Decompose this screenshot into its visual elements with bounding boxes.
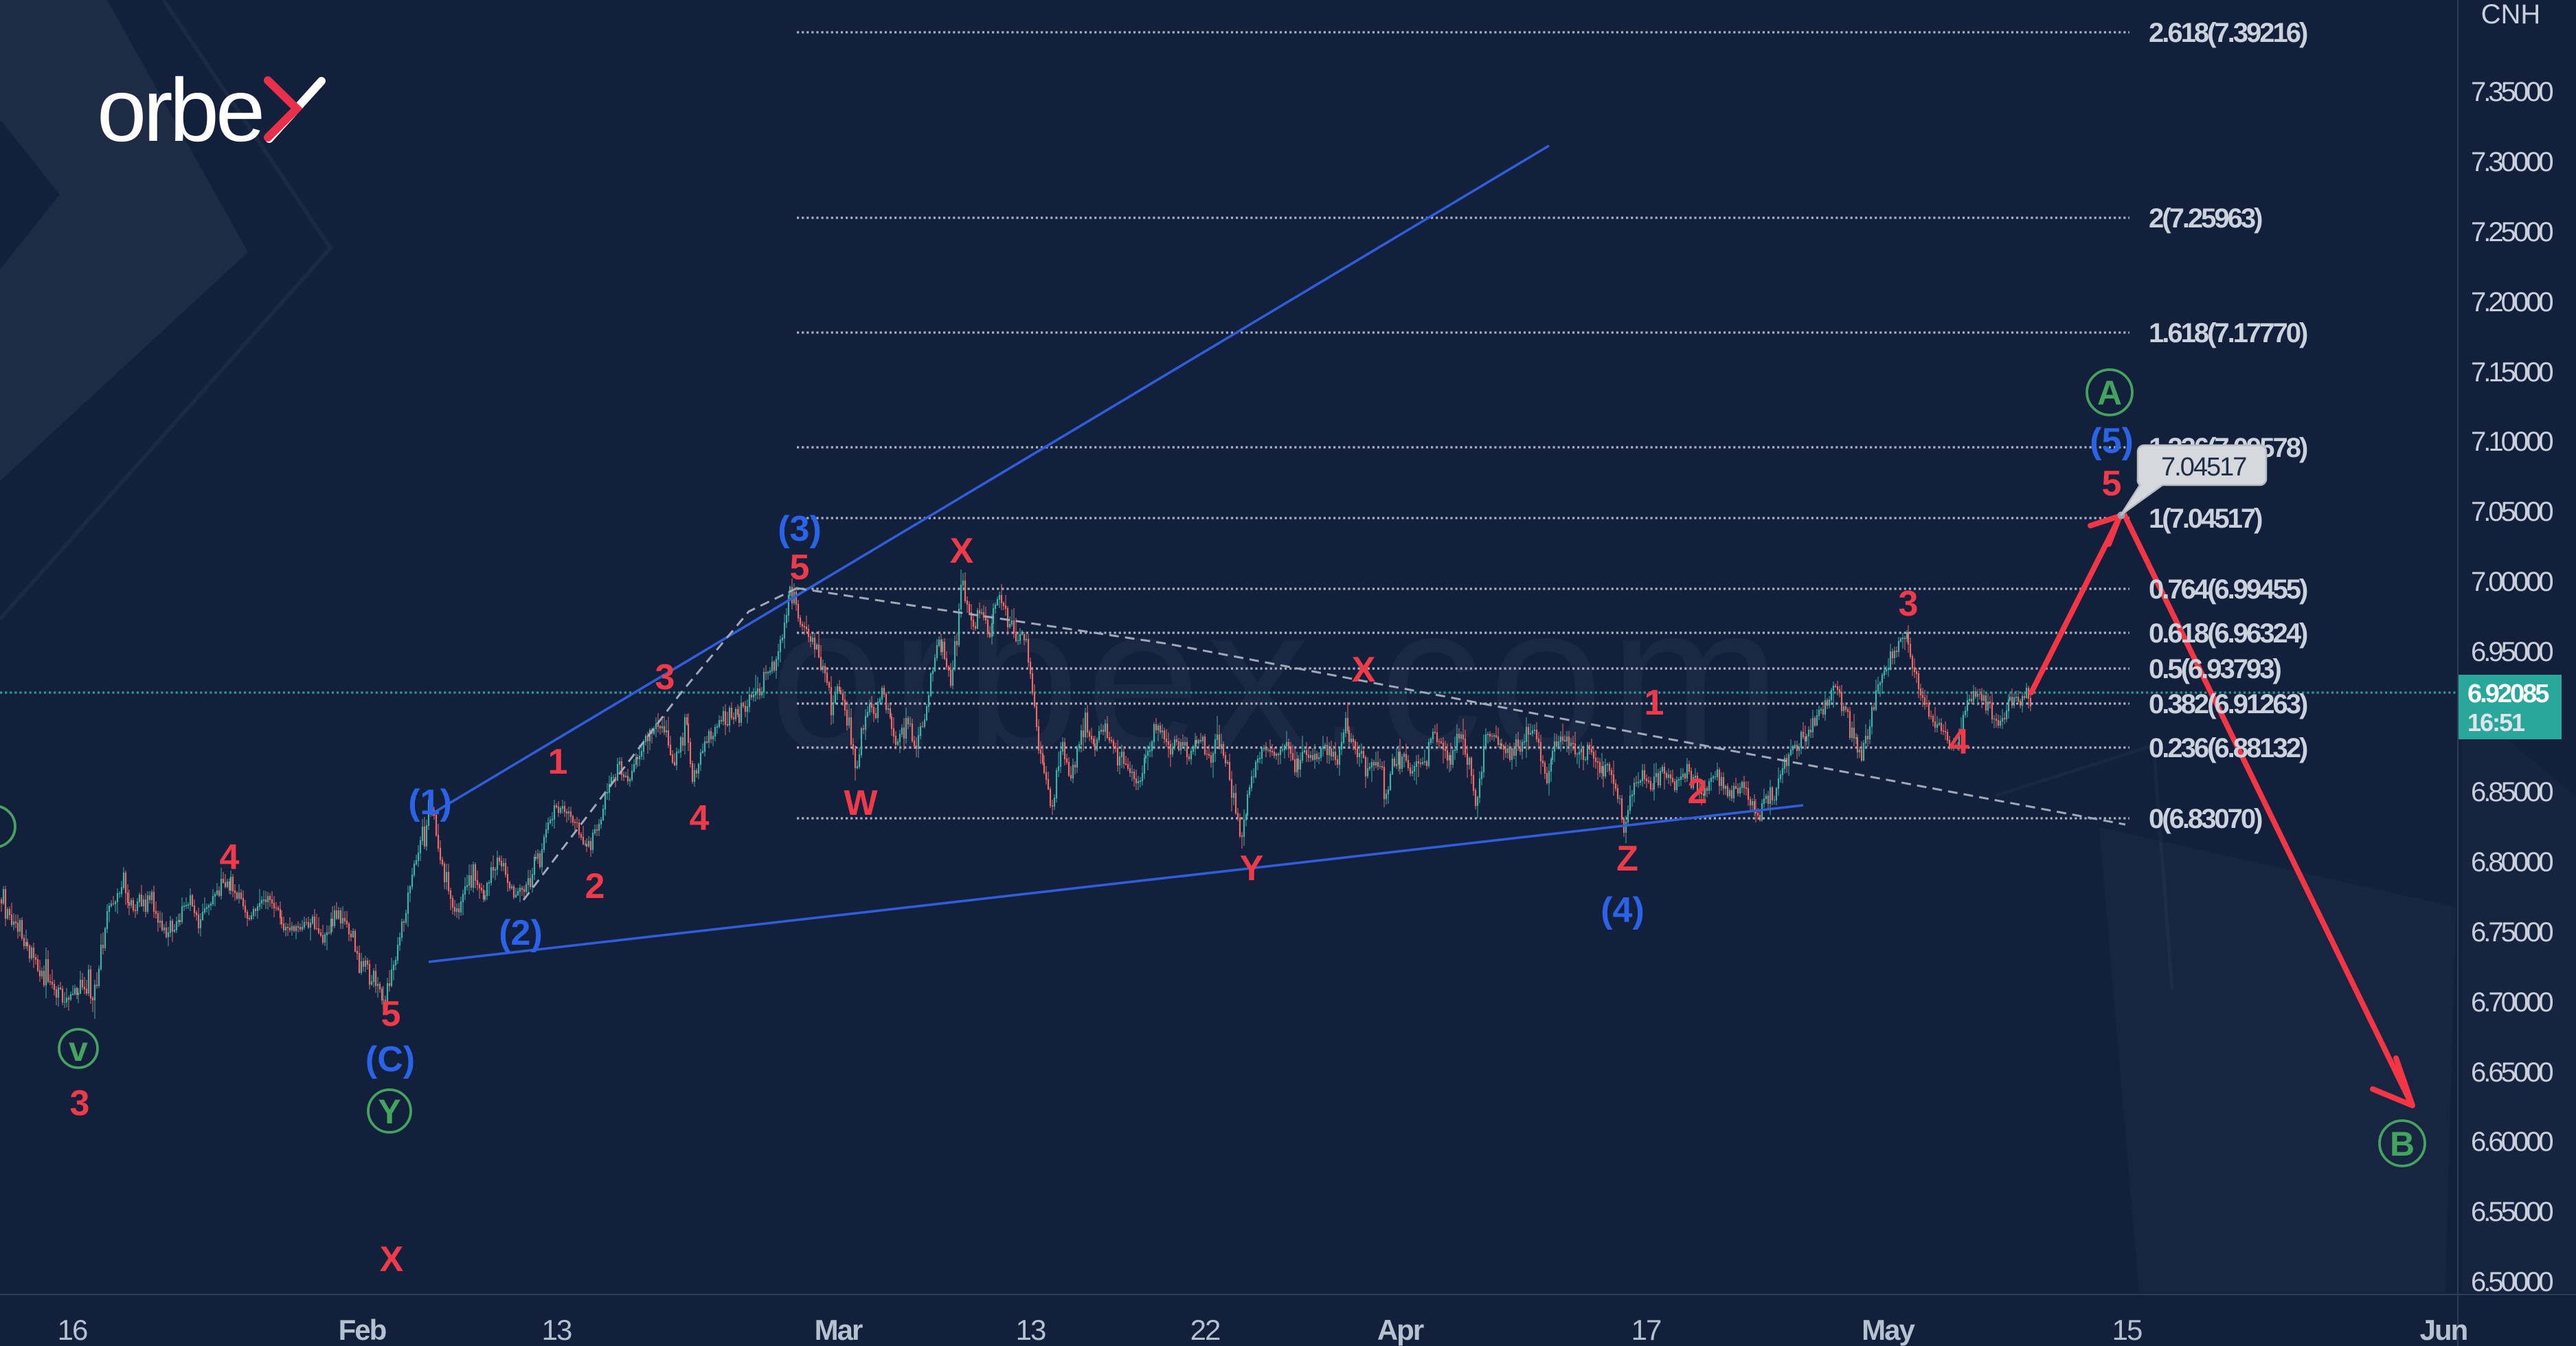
svg-text:0.5(6.93793): 0.5(6.93793) bbox=[2149, 654, 2281, 684]
svg-text:16:51: 16:51 bbox=[2467, 708, 2525, 737]
svg-text:1: 1 bbox=[1645, 683, 1664, 723]
svg-text:B: B bbox=[2390, 1125, 2415, 1163]
svg-text:7.20000: 7.20000 bbox=[2471, 287, 2553, 317]
svg-text:7.05000: 7.05000 bbox=[2471, 497, 2553, 527]
svg-text:1.618(7.17770): 1.618(7.17770) bbox=[2149, 318, 2307, 348]
svg-text:0.618(6.96324): 0.618(6.96324) bbox=[2149, 618, 2307, 649]
svg-text:7.15000: 7.15000 bbox=[2471, 357, 2553, 388]
svg-text:0.236(6.88132): 0.236(6.88132) bbox=[2149, 733, 2307, 763]
svg-text:3: 3 bbox=[1899, 584, 1919, 624]
svg-text:0(6.83070): 0(6.83070) bbox=[2149, 804, 2262, 834]
svg-text:Z: Z bbox=[1616, 839, 1638, 879]
svg-text:(4): (4) bbox=[1601, 890, 1645, 930]
svg-text:7.00000: 7.00000 bbox=[2471, 567, 2553, 597]
svg-text:1: 1 bbox=[548, 742, 568, 782]
svg-text:17: 17 bbox=[1631, 1314, 1661, 1346]
svg-text:2.618(7.39216): 2.618(7.39216) bbox=[2149, 18, 2307, 48]
svg-text:Y: Y bbox=[378, 1092, 400, 1131]
svg-text:May: May bbox=[1862, 1314, 1915, 1346]
svg-text:4: 4 bbox=[1950, 722, 1969, 762]
svg-text:(5): (5) bbox=[2090, 421, 2134, 461]
svg-text:13: 13 bbox=[1016, 1314, 1046, 1346]
svg-text:W: W bbox=[844, 783, 878, 823]
svg-text:15: 15 bbox=[2112, 1314, 2142, 1346]
svg-text:7.30000: 7.30000 bbox=[2471, 147, 2553, 177]
svg-text:Jun: Jun bbox=[2420, 1314, 2467, 1346]
svg-text:4: 4 bbox=[690, 798, 710, 838]
svg-text:(2): (2) bbox=[499, 913, 543, 953]
svg-text:4: 4 bbox=[220, 838, 240, 877]
svg-text:3: 3 bbox=[70, 1084, 90, 1123]
svg-text:1(7.04517): 1(7.04517) bbox=[2149, 504, 2262, 534]
svg-text:(3): (3) bbox=[778, 509, 822, 549]
svg-text:orbe: orbe bbox=[97, 60, 262, 160]
svg-text:5: 5 bbox=[790, 548, 810, 587]
svg-text:6.80000: 6.80000 bbox=[2471, 847, 2553, 877]
svg-text:(C): (C) bbox=[365, 1040, 415, 1079]
svg-text:6.75000: 6.75000 bbox=[2471, 917, 2553, 947]
svg-text:A: A bbox=[2097, 374, 2122, 412]
svg-text:3: 3 bbox=[655, 658, 675, 697]
svg-text:X: X bbox=[380, 1240, 404, 1279]
svg-text:Feb: Feb bbox=[339, 1314, 386, 1346]
svg-text:orbex.com: orbex.com bbox=[769, 562, 1787, 793]
svg-text:CNH: CNH bbox=[2481, 0, 2541, 30]
svg-text:2: 2 bbox=[585, 866, 605, 906]
svg-text:6.50000: 6.50000 bbox=[2471, 1267, 2553, 1297]
svg-text:v: v bbox=[69, 1030, 88, 1068]
svg-text:5: 5 bbox=[2102, 464, 2122, 504]
svg-text:7.35000: 7.35000 bbox=[2471, 77, 2553, 107]
svg-text:6.85000: 6.85000 bbox=[2471, 777, 2553, 807]
svg-text:6.92085: 6.92085 bbox=[2467, 680, 2549, 708]
svg-text:Y: Y bbox=[1240, 849, 1264, 888]
svg-text:16: 16 bbox=[58, 1314, 87, 1346]
svg-text:6.95000: 6.95000 bbox=[2471, 637, 2553, 667]
svg-text:6.70000: 6.70000 bbox=[2471, 987, 2553, 1018]
svg-text:6.65000: 6.65000 bbox=[2471, 1057, 2553, 1088]
svg-text:(1): (1) bbox=[408, 783, 452, 822]
svg-text:2: 2 bbox=[1688, 772, 1708, 811]
svg-text:Mar: Mar bbox=[815, 1314, 863, 1346]
svg-text:X: X bbox=[950, 531, 974, 571]
svg-text:6.55000: 6.55000 bbox=[2471, 1197, 2553, 1227]
svg-text:7.25000: 7.25000 bbox=[2471, 217, 2553, 247]
svg-text:7.04517: 7.04517 bbox=[2161, 453, 2246, 482]
svg-text:13: 13 bbox=[542, 1314, 572, 1346]
svg-text:7.10000: 7.10000 bbox=[2471, 427, 2553, 457]
svg-text:Apr: Apr bbox=[1377, 1314, 1424, 1346]
svg-text:0.382(6.91263): 0.382(6.91263) bbox=[2149, 689, 2307, 719]
svg-text:6.60000: 6.60000 bbox=[2471, 1127, 2553, 1157]
svg-text:0.764(6.99455): 0.764(6.99455) bbox=[2149, 574, 2307, 605]
svg-text:X: X bbox=[1352, 650, 1376, 690]
svg-text:5: 5 bbox=[381, 994, 401, 1034]
svg-text:22: 22 bbox=[1190, 1314, 1220, 1346]
svg-text:2(7.25963): 2(7.25963) bbox=[2149, 203, 2262, 234]
